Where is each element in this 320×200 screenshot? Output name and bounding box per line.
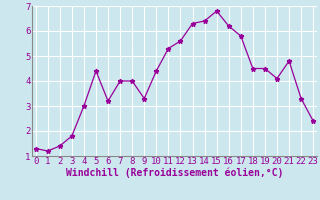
X-axis label: Windchill (Refroidissement éolien,°C): Windchill (Refroidissement éolien,°C) <box>66 168 283 178</box>
